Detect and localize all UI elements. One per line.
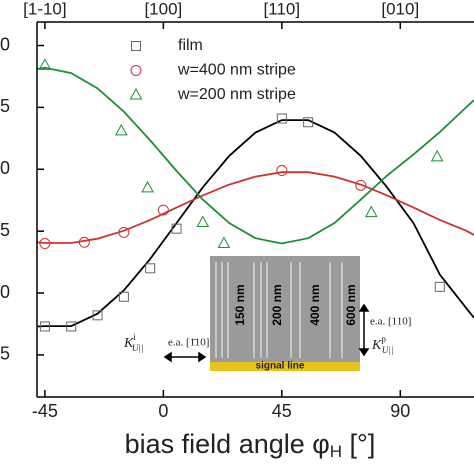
circle-marker	[39, 238, 51, 250]
triangle-marker	[364, 205, 378, 218]
label-part: i	[133, 332, 136, 342]
triangle-marker	[114, 123, 128, 136]
stripe-label: 600 nm	[344, 284, 358, 325]
arrows	[163, 303, 370, 363]
square-marker	[118, 291, 129, 302]
label-part: U||	[382, 345, 393, 355]
anisotropy-label: Ki U||	[123, 332, 143, 353]
triangle-marker	[38, 58, 52, 70]
triangle-marker	[430, 149, 444, 162]
legend-label: w=200 nm stripe	[177, 86, 296, 103]
circle-marker	[78, 236, 90, 248]
triangle-marker	[129, 87, 143, 100]
axes: -45 0 45 90 [1-10] [100] [110] [010] 0 5 0 5 0 5 bias …	[0, 0, 474, 461]
fit-line	[36, 171, 474, 244]
stripe-label: 200 nm	[270, 284, 284, 325]
triangle-marker	[217, 236, 231, 249]
circle-marker	[276, 165, 288, 177]
square-marker	[66, 321, 77, 332]
triangle-marker	[141, 180, 154, 193]
x2-tick-label: [110]	[264, 0, 301, 18]
square-marker	[92, 310, 103, 321]
square-marker	[131, 41, 141, 51]
label-part: U||	[132, 343, 143, 353]
label-part: bias field angle φ	[125, 429, 330, 459]
micrograph	[210, 256, 360, 362]
stripe-label: 150 nm	[233, 284, 247, 325]
square-marker	[171, 223, 182, 234]
circle-marker	[118, 226, 130, 238]
label-part: K	[371, 338, 382, 353]
fits	[36, 58, 474, 332]
x-tick-label: 90	[390, 401, 410, 421]
signal-line-label: signal line	[256, 361, 305, 372]
y-tick-label: 0	[0, 158, 10, 178]
stripes	[215, 262, 343, 358]
y-tick-label: 0	[0, 282, 10, 302]
x2-tick-label: [1-10]	[23, 0, 66, 18]
label-part: K	[123, 336, 134, 351]
x2-tick-label: [100]	[144, 0, 182, 18]
anisotropy-label: Kp U||	[371, 334, 393, 355]
x-tick-label: 45	[272, 401, 292, 421]
y-tick-label: 0	[0, 34, 10, 54]
inset: signal line e.a. [1̄10] e.a. [110] Ki U||…	[123, 256, 411, 372]
square-marker	[276, 113, 287, 124]
triangle-marker	[196, 215, 210, 227]
y-tick-label: 5	[0, 96, 10, 116]
square-marker	[303, 117, 314, 128]
label-part: p	[381, 334, 386, 344]
y-tick-label: 5	[0, 220, 10, 240]
legend-label: w=400 nm stripe	[177, 62, 296, 79]
right-axis-label: e.a. [110]	[370, 316, 411, 328]
x-axis-label: bias field angle φH [°]	[125, 429, 376, 461]
circle-marker	[130, 65, 142, 76]
fit-line	[36, 119, 474, 328]
square-marker	[434, 281, 445, 292]
label-part: [°]	[342, 429, 375, 459]
fit-line	[36, 66, 474, 245]
square-marker	[145, 263, 156, 274]
circle-marker	[157, 204, 169, 216]
x2-tick-label: [010]	[381, 0, 419, 18]
x-tick-label: -45	[32, 401, 58, 421]
label-part: H	[330, 442, 342, 461]
legend-label: film	[178, 37, 203, 54]
square-marker	[39, 321, 50, 332]
signal-line	[210, 362, 360, 371]
stripe-label: 400 nm	[308, 284, 322, 325]
left-axis-label: e.a. [1̄10]	[168, 337, 209, 349]
x-tick-label: 0	[158, 401, 168, 421]
y-tick-label: 5	[0, 344, 10, 364]
circle-marker	[355, 179, 367, 191]
